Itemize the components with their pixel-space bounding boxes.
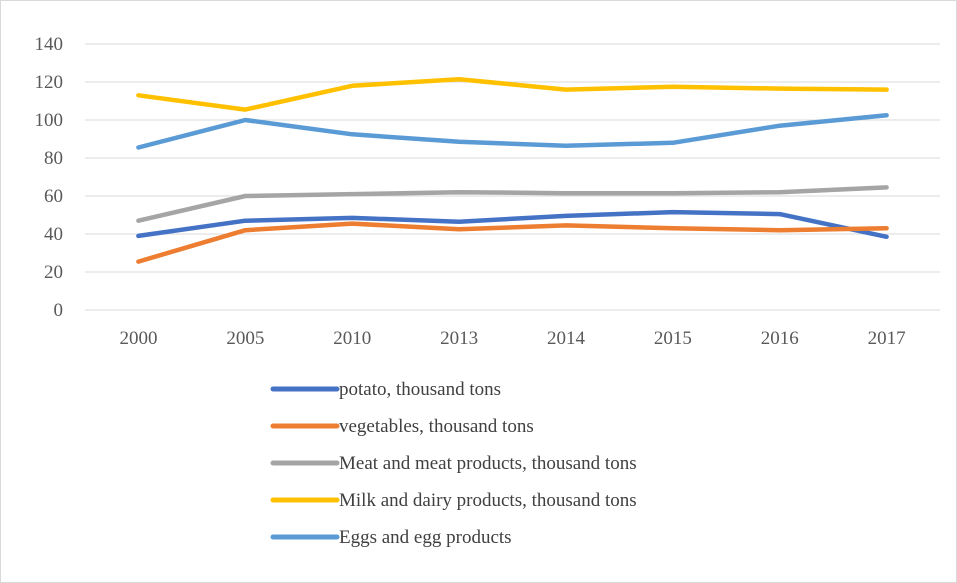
- y-tick-label: 120: [35, 72, 64, 93]
- x-tick-label: 2000: [119, 328, 157, 349]
- y-tick-label: 80: [44, 148, 63, 169]
- y-tick-label: 140: [35, 34, 64, 55]
- series-line-3: [136, 76, 889, 112]
- legend-label-2: Meat and meat products, thousand tons: [339, 453, 637, 474]
- y-tick-label: 40: [44, 224, 63, 245]
- series-line-2: [136, 185, 889, 223]
- x-tick-label: 2013: [440, 328, 478, 349]
- y-tick-label: 0: [54, 300, 64, 321]
- y-tick-label: 20: [44, 262, 63, 283]
- legend-label-3: Milk and dairy products, thousand tons: [339, 490, 637, 511]
- legend: potato, thousand tons vegetables, thousan…: [270, 379, 637, 548]
- legend-label-0: potato, thousand tons: [339, 379, 501, 400]
- x-axis-ticks: 2000 2005 2010 2013 2014 2015 2016 2017: [119, 328, 905, 349]
- x-tick-label: 2017: [868, 328, 906, 349]
- legend-label-1: vegetables, thousand tons: [339, 416, 534, 437]
- x-tick-label: 2016: [761, 328, 799, 349]
- y-tick-label: 100: [35, 110, 64, 131]
- y-tick-label: 60: [44, 186, 63, 207]
- legend-label-4: Eggs and egg products: [339, 527, 512, 548]
- series-line-1: [136, 221, 889, 264]
- x-tick-label: 2005: [226, 328, 264, 349]
- series-line-4: [136, 113, 889, 150]
- y-axis-ticks: 0 20 40 60 80 100 120 140: [35, 34, 64, 321]
- x-tick-label: 2010: [333, 328, 371, 349]
- x-tick-label: 2015: [654, 328, 692, 349]
- series-lines: [136, 76, 889, 264]
- x-tick-label: 2014: [547, 328, 586, 349]
- series-line-0: [136, 209, 889, 240]
